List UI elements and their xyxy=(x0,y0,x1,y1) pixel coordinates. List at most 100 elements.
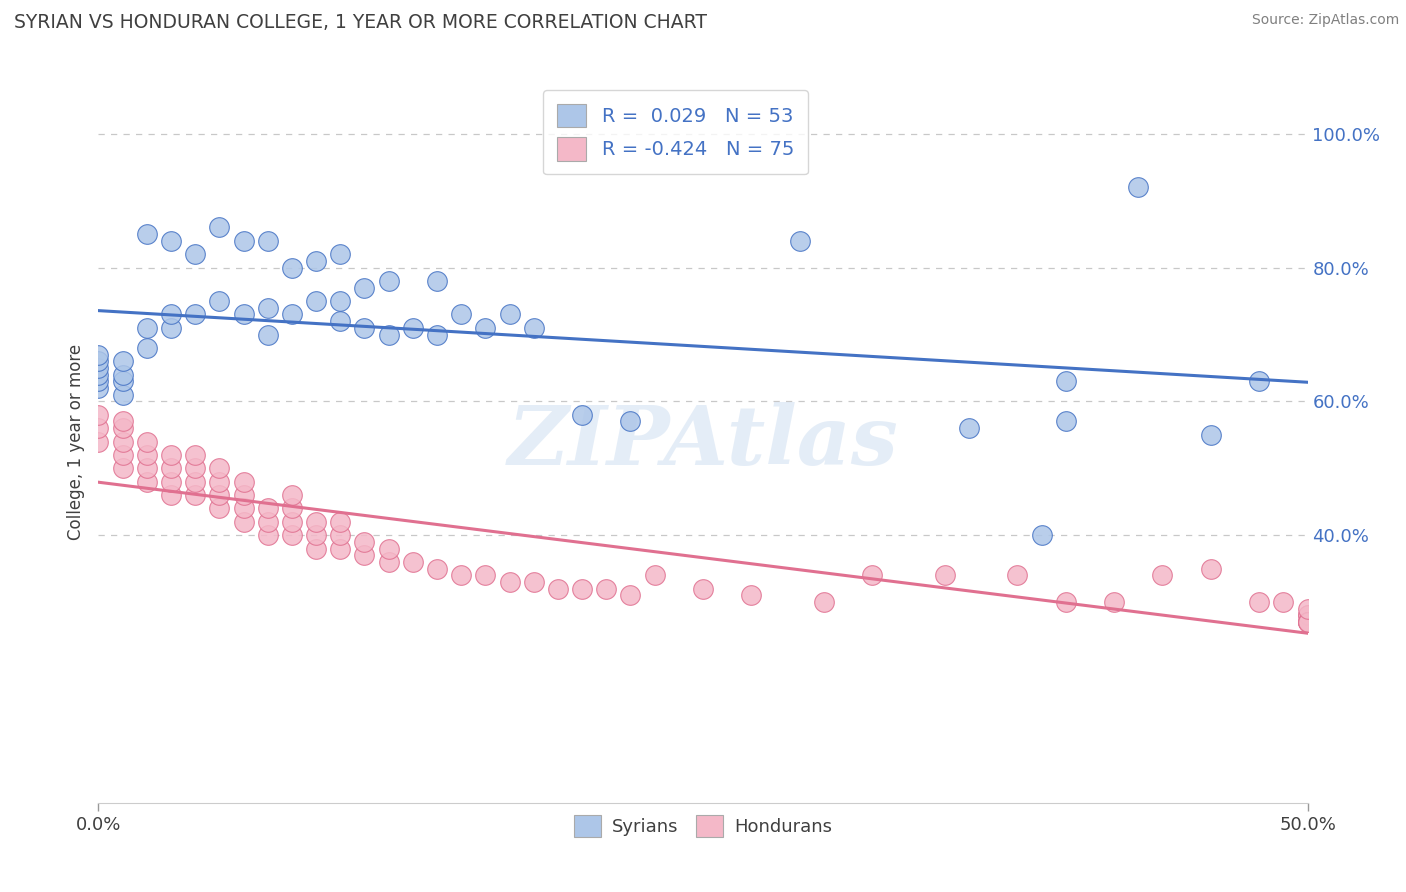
Point xyxy=(1054,375,1077,389)
Point xyxy=(1296,608,1319,623)
Point xyxy=(329,247,352,261)
Point xyxy=(1296,602,1319,616)
Point xyxy=(1296,615,1319,630)
Point xyxy=(135,321,157,335)
Point xyxy=(498,575,520,590)
Point xyxy=(377,541,399,556)
Point xyxy=(281,260,304,275)
Point xyxy=(111,414,134,429)
Point xyxy=(111,387,134,401)
Point xyxy=(208,461,231,475)
Point xyxy=(160,307,183,322)
Point xyxy=(305,528,328,542)
Point xyxy=(813,595,835,609)
Point xyxy=(305,254,328,268)
Point xyxy=(87,368,110,382)
Point xyxy=(160,488,183,502)
Point xyxy=(1296,615,1319,630)
Point xyxy=(160,461,183,475)
Point xyxy=(377,274,399,288)
Point xyxy=(184,448,207,462)
Point xyxy=(329,314,352,328)
Point xyxy=(232,515,254,529)
Point xyxy=(474,321,496,335)
Point xyxy=(402,321,425,335)
Point xyxy=(87,361,110,376)
Point xyxy=(1296,615,1319,630)
Point xyxy=(160,475,183,489)
Point xyxy=(789,234,811,248)
Point xyxy=(87,408,110,422)
Point xyxy=(305,294,328,309)
Point xyxy=(571,408,593,422)
Point xyxy=(402,555,425,569)
Point xyxy=(256,301,278,315)
Point xyxy=(87,348,110,362)
Point xyxy=(426,562,449,576)
Point xyxy=(87,375,110,389)
Point xyxy=(281,528,304,542)
Point xyxy=(135,461,157,475)
Point xyxy=(1296,615,1319,630)
Point xyxy=(184,475,207,489)
Point xyxy=(281,488,304,502)
Point xyxy=(1199,562,1222,576)
Point xyxy=(281,307,304,322)
Point xyxy=(1249,375,1271,389)
Point xyxy=(619,589,641,603)
Point xyxy=(232,234,254,248)
Point xyxy=(184,488,207,502)
Y-axis label: College, 1 year or more: College, 1 year or more xyxy=(66,343,84,540)
Point xyxy=(1054,595,1077,609)
Point xyxy=(184,461,207,475)
Point xyxy=(329,294,352,309)
Point xyxy=(644,568,666,582)
Point xyxy=(329,528,352,542)
Point xyxy=(184,247,207,261)
Point xyxy=(232,501,254,516)
Point xyxy=(1249,595,1271,609)
Point xyxy=(1054,414,1077,429)
Point xyxy=(692,582,714,596)
Point xyxy=(135,434,157,449)
Point xyxy=(208,475,231,489)
Point xyxy=(87,434,110,449)
Point xyxy=(1128,180,1150,194)
Point xyxy=(208,501,231,516)
Point xyxy=(740,589,762,603)
Point xyxy=(1199,427,1222,442)
Point xyxy=(184,307,207,322)
Point xyxy=(232,307,254,322)
Point xyxy=(571,582,593,596)
Point xyxy=(329,515,352,529)
Point xyxy=(353,281,375,295)
Text: SYRIAN VS HONDURAN COLLEGE, 1 YEAR OR MORE CORRELATION CHART: SYRIAN VS HONDURAN COLLEGE, 1 YEAR OR MO… xyxy=(14,13,707,32)
Point xyxy=(523,321,546,335)
Point xyxy=(135,341,157,355)
Point xyxy=(135,475,157,489)
Point xyxy=(595,582,617,596)
Point xyxy=(860,568,883,582)
Point xyxy=(208,220,231,235)
Point xyxy=(353,548,375,563)
Point xyxy=(111,434,134,449)
Point xyxy=(111,375,134,389)
Point xyxy=(111,354,134,368)
Point xyxy=(934,568,956,582)
Point xyxy=(474,568,496,582)
Point xyxy=(256,327,278,342)
Point xyxy=(135,448,157,462)
Point xyxy=(377,555,399,569)
Point xyxy=(426,274,449,288)
Point xyxy=(1007,568,1029,582)
Point xyxy=(353,534,375,549)
Text: Source: ZipAtlas.com: Source: ZipAtlas.com xyxy=(1251,13,1399,28)
Point xyxy=(498,307,520,322)
Point xyxy=(426,327,449,342)
Point xyxy=(87,381,110,395)
Point xyxy=(1031,528,1053,542)
Point xyxy=(305,541,328,556)
Point xyxy=(256,501,278,516)
Point xyxy=(353,321,375,335)
Point xyxy=(1272,595,1295,609)
